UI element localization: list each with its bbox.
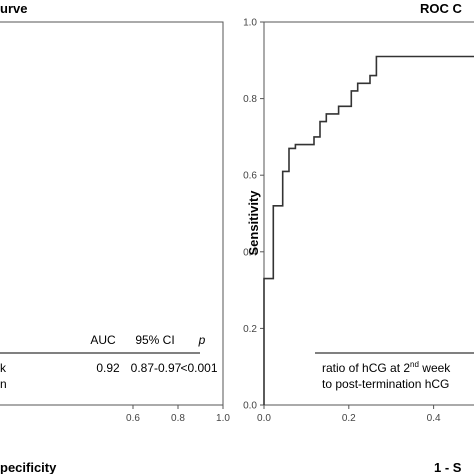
- table-value-ci: 0.87-0.97: [131, 361, 182, 375]
- left-x-tick-label: 1.0: [216, 413, 230, 424]
- table-value-auc: 0.92: [96, 361, 120, 375]
- table-row-label-line2: n: [0, 377, 7, 391]
- table-row-label-line1: k: [0, 361, 7, 375]
- right-y-tick-label: 0.4: [243, 247, 257, 258]
- right-y-tick-label: 1.0: [243, 18, 257, 29]
- auc-table: AUC 95% CI p k n 0.92 0.87-0.97 <0.001: [0, 333, 218, 391]
- left-chart-title: urve: [0, 1, 27, 16]
- table-header-auc: AUC: [90, 333, 116, 347]
- legend-line-1-pre: ratio of hCG at 2: [322, 361, 410, 375]
- legend-line-1-superscript: nd: [410, 360, 419, 369]
- roc-curve-series: [263, 55, 474, 405]
- right-y-axis: 0.0 0.2 0.4 0.6 0.8 1.0: [243, 18, 264, 412]
- table-header-ci: 95% CI: [135, 333, 174, 347]
- right-x-tick-label: 0.4: [427, 413, 441, 424]
- right-chart-title: ROC C: [420, 1, 463, 16]
- legend-line-1-post: week: [419, 361, 451, 375]
- right-y-tick-label: 0.0: [243, 401, 257, 412]
- right-y-tick-label: 0.8: [243, 94, 257, 105]
- table-value-p: <0.001: [180, 361, 217, 375]
- right-x-tick-label: 0.0: [257, 413, 271, 424]
- right-x-tick-label: 0.2: [342, 413, 356, 424]
- legend-line-2: to post-termination hCG: [322, 377, 449, 391]
- left-x-tick-label: 0.6: [126, 413, 140, 424]
- right-y-tick-label: 0.2: [243, 324, 257, 335]
- left-plot-frame: [0, 21, 224, 406]
- right-x-axis: 0.0 0.2 0.4: [257, 405, 441, 424]
- right-panel: ROC C 0.0 0.2 0.4 0.6 0.8 1.0 0.0 0.2 0.4 Sensi…: [243, 1, 474, 474]
- left-x-tick-label: 0.8: [171, 413, 185, 424]
- right-legend-box: ratio of hCG at 2nd week to post-termina…: [315, 352, 474, 391]
- left-x-axis: 0.6 0.8 1.0: [126, 405, 230, 424]
- right-y-tick-label: 0.6: [243, 171, 257, 182]
- left-panel: urve 0.6 0.8 1.0 pecificity AUC 95% CI p k…: [0, 1, 230, 474]
- right-y-axis-label: Sensitivity: [246, 190, 261, 256]
- right-x-axis-label: 1 - S: [434, 460, 462, 474]
- legend-line-1: ratio of hCG at 2nd week: [322, 360, 451, 375]
- left-x-axis-label: pecificity: [0, 460, 57, 474]
- table-header-p: p: [198, 333, 206, 347]
